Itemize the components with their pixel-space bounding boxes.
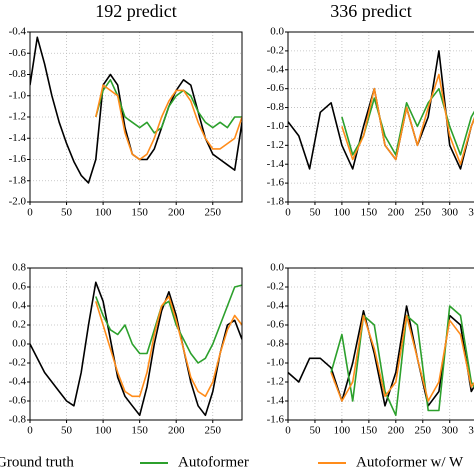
y-tick-label: -1.0	[267, 357, 285, 369]
y-tick-label: 0.0	[12, 338, 26, 350]
y-tick-label: -0.2	[9, 357, 26, 369]
y-tick-label: 0.0	[270, 262, 284, 274]
x-tick-label: 150	[131, 425, 148, 437]
axes-frame	[287, 31, 474, 203]
x-tick-label: 100	[334, 425, 351, 437]
y-tick-label: -0.4	[267, 300, 285, 312]
y-tick-label: -0.8	[9, 414, 27, 426]
legend-label: Ground truth	[0, 454, 74, 470]
y-tick-label: -1.0	[9, 89, 27, 101]
y-tick-label: -0.8	[267, 101, 285, 113]
x-tick-label: 100	[95, 425, 112, 437]
y-tick-label: -0.4	[9, 376, 27, 388]
chart-title: 192 predict	[95, 1, 176, 21]
axes-frame	[29, 31, 243, 203]
x-tick-label: 150	[361, 207, 378, 219]
x-tick-label: 100	[95, 207, 112, 219]
series-line	[30, 281, 242, 417]
series-line	[288, 305, 474, 407]
y-tick-label: -0.6	[267, 82, 285, 94]
series-line	[30, 36, 242, 184]
x-tick-label: 300	[441, 425, 458, 437]
y-tick-label: 0.8	[12, 262, 26, 274]
x-tick-label: 50	[61, 425, 73, 437]
y-tick-label: -0.6	[9, 47, 27, 59]
series-line	[330, 314, 474, 402]
x-tick-label: 150	[131, 207, 148, 219]
legend-label: Autoformer	[178, 454, 249, 470]
axes-frame	[29, 267, 243, 421]
x-tick-label: 350	[468, 207, 474, 219]
y-tick-label: -1.8	[9, 174, 27, 186]
legend-label: Autoformer w/ W	[356, 454, 464, 470]
y-tick-label: -1.4	[267, 395, 285, 407]
x-tick-label: 0	[285, 207, 291, 219]
x-tick-label: 0	[285, 425, 291, 437]
y-tick-label: -1.4	[9, 132, 27, 144]
y-tick-label: -0.8	[267, 338, 285, 350]
series-line	[341, 87, 474, 156]
y-tick-label: -1.6	[267, 414, 285, 426]
y-tick-label: -1.2	[9, 111, 26, 123]
x-tick-label: 250	[205, 425, 222, 437]
x-tick-label: 50	[309, 425, 321, 437]
x-tick-label: 350	[468, 425, 474, 437]
y-tick-label: -1.4	[267, 158, 285, 170]
y-tick-label: 0.4	[12, 300, 26, 312]
y-tick-label: -1.6	[9, 153, 27, 165]
x-tick-label: 200	[168, 425, 185, 437]
x-tick-label: 200	[168, 207, 185, 219]
x-tick-label: 50	[309, 207, 321, 219]
x-tick-label: 250	[415, 207, 432, 219]
y-tick-label: -0.4	[267, 63, 285, 75]
y-tick-label: -1.2	[267, 139, 284, 151]
series-line	[288, 50, 474, 170]
x-tick-label: 0	[27, 425, 33, 437]
x-tick-label: 50	[61, 207, 73, 219]
series-line	[95, 79, 242, 134]
y-tick-label: -0.6	[9, 395, 27, 407]
y-tick-label: -1.8	[267, 196, 285, 208]
x-tick-label: 0	[27, 207, 33, 219]
x-tick-label: 300	[441, 207, 458, 219]
y-tick-label: 0.0	[270, 26, 284, 38]
y-tick-label: -1.0	[267, 120, 285, 132]
x-tick-label: 200	[388, 425, 405, 437]
x-tick-label: 250	[415, 425, 432, 437]
y-tick-label: -0.6	[267, 319, 285, 331]
x-tick-label: 250	[205, 207, 222, 219]
y-tick-label: 0.6	[12, 281, 26, 293]
y-tick-label: -0.2	[267, 281, 284, 293]
y-tick-label: 0.2	[12, 319, 26, 331]
axes-frame	[287, 267, 474, 421]
y-tick-label: -0.4	[9, 26, 27, 38]
x-tick-label: 150	[361, 425, 378, 437]
y-tick-label: -1.2	[267, 376, 284, 388]
series-line	[95, 284, 242, 364]
y-tick-label: -0.8	[9, 68, 27, 80]
series-line	[330, 305, 474, 417]
series-line	[95, 295, 242, 398]
series-line	[95, 84, 242, 161]
series-line	[341, 73, 474, 165]
x-tick-label: 100	[334, 207, 351, 219]
x-tick-label: 200	[388, 207, 405, 219]
y-tick-label: -1.6	[267, 177, 285, 189]
y-tick-label: -2.0	[9, 196, 27, 208]
chart-title: 336 predict	[330, 1, 411, 21]
y-tick-label: -0.2	[267, 44, 284, 56]
